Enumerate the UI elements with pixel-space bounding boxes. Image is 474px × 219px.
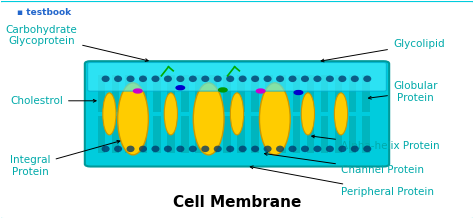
Ellipse shape: [114, 76, 122, 82]
Ellipse shape: [151, 146, 159, 152]
Ellipse shape: [189, 146, 197, 152]
Circle shape: [176, 86, 184, 90]
Bar: [320, 75, 328, 112]
Ellipse shape: [289, 76, 297, 82]
Ellipse shape: [276, 76, 284, 82]
Text: Channel Protein: Channel Protein: [264, 153, 424, 175]
Bar: [111, 75, 119, 112]
Ellipse shape: [226, 76, 234, 82]
Bar: [348, 116, 356, 153]
Ellipse shape: [363, 76, 371, 82]
Ellipse shape: [201, 146, 210, 152]
Bar: [293, 116, 301, 153]
Ellipse shape: [176, 76, 184, 82]
Bar: [237, 116, 245, 153]
Ellipse shape: [230, 93, 244, 135]
Bar: [348, 75, 356, 112]
Ellipse shape: [351, 146, 359, 152]
Bar: [223, 75, 231, 112]
Bar: [279, 75, 286, 112]
Bar: [320, 116, 328, 153]
Bar: [223, 116, 231, 153]
Bar: [279, 116, 286, 153]
Text: ▪ testbook: ▪ testbook: [17, 8, 72, 17]
Ellipse shape: [214, 146, 222, 152]
Ellipse shape: [264, 76, 272, 82]
Bar: [363, 75, 370, 112]
Ellipse shape: [338, 76, 346, 82]
Bar: [251, 116, 259, 153]
Bar: [265, 75, 273, 112]
Text: Carbohydrate
Glycoprotein: Carbohydrate Glycoprotein: [5, 25, 148, 62]
Ellipse shape: [301, 93, 315, 135]
Bar: [167, 116, 175, 153]
Bar: [111, 116, 119, 153]
Bar: [167, 75, 175, 112]
Ellipse shape: [139, 76, 147, 82]
Ellipse shape: [189, 76, 197, 82]
Bar: [154, 75, 161, 112]
Text: Globular
Protein: Globular Protein: [368, 81, 438, 103]
Ellipse shape: [351, 76, 359, 82]
Ellipse shape: [201, 76, 210, 82]
Ellipse shape: [313, 76, 321, 82]
Circle shape: [134, 89, 142, 93]
Ellipse shape: [176, 146, 184, 152]
Bar: [293, 75, 301, 112]
Bar: [98, 75, 105, 112]
Ellipse shape: [164, 93, 177, 135]
Ellipse shape: [289, 146, 297, 152]
Bar: [307, 75, 314, 112]
Bar: [139, 75, 147, 112]
Circle shape: [294, 91, 303, 94]
Ellipse shape: [226, 146, 234, 152]
Text: Cell Membrane: Cell Membrane: [173, 195, 301, 210]
Ellipse shape: [276, 146, 284, 152]
Bar: [335, 75, 342, 112]
Ellipse shape: [238, 76, 246, 82]
Bar: [209, 116, 217, 153]
Bar: [251, 75, 259, 112]
Ellipse shape: [251, 146, 259, 152]
Bar: [335, 116, 342, 153]
Ellipse shape: [259, 83, 290, 155]
Ellipse shape: [101, 76, 109, 82]
Ellipse shape: [238, 146, 246, 152]
Circle shape: [256, 89, 265, 93]
Bar: [181, 75, 189, 112]
Bar: [126, 116, 133, 153]
Ellipse shape: [214, 76, 222, 82]
Circle shape: [219, 88, 227, 92]
Bar: [195, 116, 203, 153]
Bar: [363, 116, 370, 153]
Bar: [126, 75, 133, 112]
Ellipse shape: [118, 83, 148, 155]
Bar: [209, 75, 217, 112]
Ellipse shape: [326, 146, 334, 152]
Ellipse shape: [151, 76, 159, 82]
Ellipse shape: [334, 93, 347, 135]
Ellipse shape: [301, 146, 309, 152]
FancyBboxPatch shape: [88, 62, 386, 91]
Text: Peripheral Protein: Peripheral Protein: [250, 166, 434, 197]
Ellipse shape: [114, 146, 122, 152]
Bar: [265, 116, 273, 153]
Ellipse shape: [313, 146, 321, 152]
Ellipse shape: [264, 146, 272, 152]
Bar: [154, 116, 161, 153]
Text: Glycolipid: Glycolipid: [321, 39, 445, 62]
Ellipse shape: [127, 76, 135, 82]
Bar: [181, 116, 189, 153]
Ellipse shape: [164, 146, 172, 152]
Ellipse shape: [139, 146, 147, 152]
Bar: [237, 75, 245, 112]
Ellipse shape: [193, 83, 224, 155]
Text: Alpha-helix Protein: Alpha-helix Protein: [312, 135, 439, 152]
Ellipse shape: [103, 93, 116, 135]
Ellipse shape: [251, 76, 259, 82]
Ellipse shape: [326, 76, 334, 82]
Ellipse shape: [338, 146, 346, 152]
Text: Cholestrol: Cholestrol: [10, 96, 96, 106]
Bar: [307, 116, 314, 153]
